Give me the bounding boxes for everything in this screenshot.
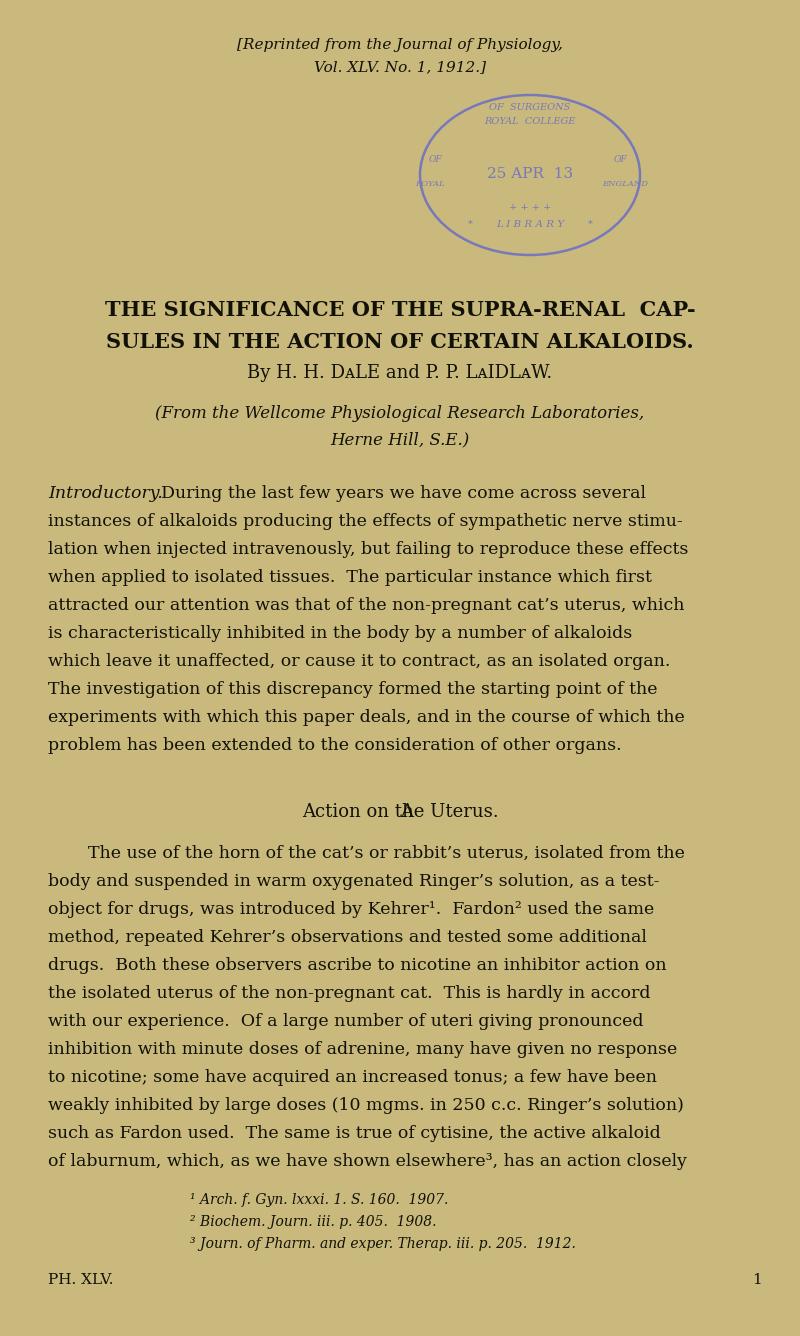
Text: During the last few years we have come across several: During the last few years we have come a… <box>161 485 646 502</box>
Text: problem has been extended to the consideration of other organs.: problem has been extended to the conside… <box>48 737 622 754</box>
Text: with our experience.  Of a large number of uteri giving pronounced: with our experience. Of a large number o… <box>48 1013 643 1030</box>
Text: to nicotine; some have acquired an increased tonus; a few have been: to nicotine; some have acquired an incre… <box>48 1069 657 1086</box>
Text: OF  SURGEONS: OF SURGEONS <box>490 103 570 112</box>
Text: [Reprinted from the Journal of Physiology,: [Reprinted from the Journal of Physiolog… <box>237 37 563 52</box>
Text: Herne Hill, S.E.): Herne Hill, S.E.) <box>330 432 470 448</box>
Text: + + + +: + + + + <box>509 203 551 212</box>
Text: 1: 1 <box>752 1273 762 1287</box>
Text: By H. H. DᴀLE and P. P. LᴀIDLᴀW.: By H. H. DᴀLE and P. P. LᴀIDLᴀW. <box>247 363 553 382</box>
Text: object for drugs, was introduced by Kehrer¹.  Fardon² used the same: object for drugs, was introduced by Kehr… <box>48 900 654 918</box>
Text: Vol. XLV. No. 1, 1912.]: Vol. XLV. No. 1, 1912.] <box>314 60 486 73</box>
Text: which leave it unaffected, or cause it to contract, as an isolated organ.: which leave it unaffected, or cause it t… <box>48 653 670 669</box>
Text: ³ Journ. of Pharm. and exper. Therap. iii. p. 205.  1912.: ³ Journ. of Pharm. and exper. Therap. ii… <box>190 1237 576 1250</box>
Text: ¹ Arch. f. Gyn. lxxxi. 1. S. 160.  1907.: ¹ Arch. f. Gyn. lxxxi. 1. S. 160. 1907. <box>190 1193 448 1206</box>
Text: (From the Wellcome Physiological Research Laboratories,: (From the Wellcome Physiological Researc… <box>155 405 645 422</box>
Text: the isolated uterus of the non-pregnant cat.  This is hardly in accord: the isolated uterus of the non-pregnant … <box>48 985 650 1002</box>
Text: ² Biochem. Journ. iii. p. 405.  1908.: ² Biochem. Journ. iii. p. 405. 1908. <box>190 1214 437 1229</box>
Text: A: A <box>400 803 413 822</box>
Text: ROYAL  COLLEGE: ROYAL COLLEGE <box>484 118 576 126</box>
Text: The investigation of this discrepancy formed the starting point of the: The investigation of this discrepancy fo… <box>48 681 658 697</box>
Text: Action on the Uterus.: Action on the Uterus. <box>302 803 498 822</box>
Text: is characteristically inhibited in the body by a number of alkaloids: is characteristically inhibited in the b… <box>48 625 632 643</box>
Text: such as Fardon used.  The same is true of cytisine, the active alkaloid: such as Fardon used. The same is true of… <box>48 1125 661 1142</box>
Text: The use of the horn of the cat’s or rabbit’s uterus, isolated from the: The use of the horn of the cat’s or rabb… <box>88 844 685 862</box>
Text: ENGLAND: ENGLAND <box>602 180 648 188</box>
Text: body and suspended in warm oxygenated Ringer’s solution, as a test-: body and suspended in warm oxygenated Ri… <box>48 872 659 890</box>
Text: method, repeated Kehrer’s observations and tested some additional: method, repeated Kehrer’s observations a… <box>48 929 647 946</box>
Text: OF: OF <box>428 155 442 164</box>
Text: drugs.  Both these observers ascribe to nicotine an inhibitor action on: drugs. Both these observers ascribe to n… <box>48 957 666 974</box>
Text: weakly inhibited by large doses (10 mgms. in 250 c.c. Ringer’s solution): weakly inhibited by large doses (10 mgms… <box>48 1097 684 1114</box>
Text: Introductory.: Introductory. <box>48 485 163 502</box>
Text: experiments with which this paper deals, and in the course of which the: experiments with which this paper deals,… <box>48 709 685 725</box>
Text: instances of alkaloids producing the effects of sympathetic nerve stimu-: instances of alkaloids producing the eff… <box>48 513 682 530</box>
Text: of laburnum, which, as we have shown elsewhere³, has an action closely: of laburnum, which, as we have shown els… <box>48 1153 687 1170</box>
Text: OF: OF <box>613 155 627 164</box>
Text: attracted our attention was that of the non-pregnant cat’s uterus, which: attracted our attention was that of the … <box>48 597 685 615</box>
Text: SULES IN THE ACTION OF CERTAIN ALKALOIDS.: SULES IN THE ACTION OF CERTAIN ALKALOIDS… <box>106 333 694 351</box>
Text: 25 APR  13: 25 APR 13 <box>487 167 573 180</box>
Text: *: * <box>467 220 473 228</box>
Text: L I B R A R Y: L I B R A R Y <box>496 220 564 228</box>
Text: THE SIGNIFICANCE OF THE SUPRA-RENAL  CAP-: THE SIGNIFICANCE OF THE SUPRA-RENAL CAP- <box>105 301 695 321</box>
Text: inhibition with minute doses of adrenine, many have given no response: inhibition with minute doses of adrenine… <box>48 1041 678 1058</box>
Text: *: * <box>587 220 593 228</box>
Text: PH. XLV.: PH. XLV. <box>48 1273 114 1287</box>
Text: when applied to isolated tissues.  The particular instance which first: when applied to isolated tissues. The pa… <box>48 569 652 587</box>
Text: lation when injected intravenously, but failing to reproduce these effects: lation when injected intravenously, but … <box>48 541 688 558</box>
Text: ROYAL: ROYAL <box>415 180 445 188</box>
